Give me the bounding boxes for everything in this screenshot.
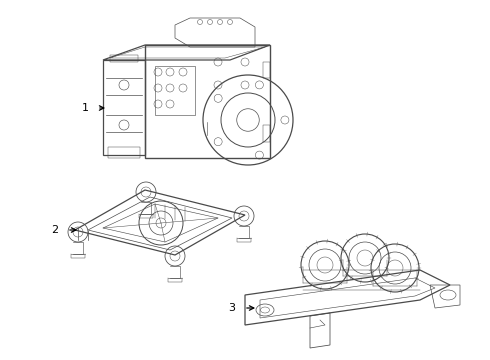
Text: 1: 1 xyxy=(81,103,89,113)
Text: 2: 2 xyxy=(51,225,59,235)
Text: 3: 3 xyxy=(228,303,236,313)
